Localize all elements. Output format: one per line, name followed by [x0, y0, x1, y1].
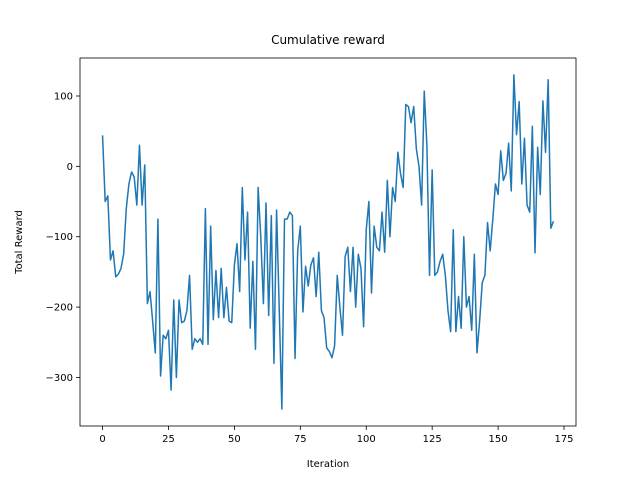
y-tick-label: −200	[46, 303, 73, 314]
y-axis-label: Total Reward	[14, 210, 25, 275]
x-tick-label: 0	[99, 434, 105, 445]
axes-frame	[79, 57, 577, 427]
x-tick-label: 25	[162, 434, 175, 445]
y-tick-label: −300	[46, 373, 73, 384]
x-axis-label: Iteration	[307, 459, 349, 470]
x-tick-label: 150	[489, 434, 508, 445]
chart-title: Cumulative reward	[271, 33, 385, 47]
y-tick-label: −100	[46, 232, 73, 243]
x-tick-label: 50	[228, 434, 241, 445]
x-tick-label: 175	[554, 434, 573, 445]
y-tick-label: 0	[67, 162, 73, 173]
x-tick-label: 125	[423, 434, 442, 445]
data-line	[101, 74, 555, 410]
x-tick-label: 75	[294, 434, 307, 445]
y-tick-label: 100	[54, 91, 73, 102]
x-tick-label: 100	[357, 434, 376, 445]
